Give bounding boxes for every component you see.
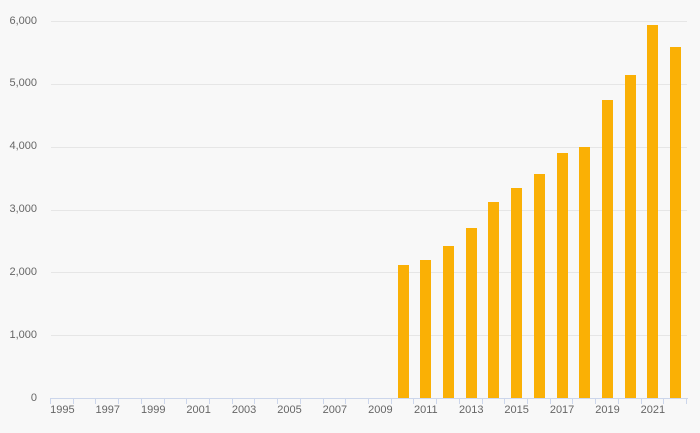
x-axis-tick-label: 1999	[140, 404, 166, 416]
bar-2013[interactable]	[465, 227, 477, 398]
bar-2017[interactable]	[556, 152, 568, 398]
x-axis-tick	[595, 398, 597, 404]
x-axis-tick-label: 2007	[322, 404, 348, 416]
plot-area	[50, 21, 688, 404]
x-axis-tick-label: 2005	[277, 404, 302, 416]
bar-2016[interactable]	[533, 174, 545, 398]
x-axis-tick	[209, 398, 210, 404]
x-axis-tick	[436, 398, 438, 404]
x-axis-tick	[481, 398, 483, 404]
bar-2011[interactable]	[420, 259, 432, 398]
x-axis-tick	[617, 398, 619, 404]
x-axis-tick	[390, 398, 392, 404]
x-axis-labels: 1995 1997 1999 2001 2003 2005 2007 2009 2011 2013…	[50, 404, 687, 418]
x-axis-tick	[663, 398, 665, 404]
x-axis-tick-label: 2003	[231, 404, 257, 416]
x-axis-tick	[50, 398, 51, 404]
x-axis-tick	[95, 398, 97, 404]
bar-2014[interactable]	[488, 201, 500, 398]
x-axis-tick	[345, 398, 347, 404]
x-axis-tick	[254, 398, 256, 404]
x-axis-tick	[163, 398, 165, 404]
x-axis-tick	[118, 398, 120, 404]
x-axis-tick	[572, 398, 574, 404]
x-axis-tick	[186, 398, 188, 404]
y-axis-tick-label: 4,000	[9, 140, 37, 153]
x-axis-tick	[140, 398, 142, 404]
x-axis-tick-label: 2001	[186, 404, 211, 416]
y-axis-tick-label: 2,000	[9, 265, 37, 278]
x-axis-tick	[549, 398, 551, 404]
bar-2020[interactable]	[624, 75, 636, 398]
gridline	[51, 21, 687, 22]
x-axis-tick-label: 1997	[95, 404, 121, 416]
x-axis-tick	[686, 398, 687, 404]
x-axis-tick-label: 2017	[549, 404, 575, 416]
bar-2010[interactable]	[397, 265, 409, 398]
x-axis-tick-label: 2015	[504, 404, 529, 416]
x-axis-tick-label: 2021	[640, 404, 666, 416]
y-axis-tick-label: 3,000	[9, 203, 37, 215]
bar-2018[interactable]	[579, 147, 591, 398]
x-axis-tick	[458, 398, 460, 404]
y-axis-tick-label: 5,000	[9, 77, 37, 90]
x-axis-tick	[640, 398, 642, 404]
gridline	[51, 83, 687, 85]
x-axis-tick-label: 2011	[413, 404, 438, 416]
x-axis-tick	[277, 398, 279, 404]
x-axis-tick	[299, 398, 301, 404]
bar-2012[interactable]	[443, 245, 454, 398]
y-axis-tick-label: 0	[30, 391, 37, 404]
bar-2021[interactable]	[647, 24, 659, 398]
gridline	[51, 272, 687, 274]
x-axis-tick	[413, 398, 415, 404]
gridline	[51, 335, 687, 337]
x-axis-tick	[368, 398, 369, 404]
gridline	[51, 209, 687, 211]
x-axis-tick-label: 2013	[458, 404, 484, 416]
gridline	[51, 146, 687, 148]
x-axis-line	[50, 398, 688, 399]
y-axis-tick-label: 6,000	[9, 14, 37, 27]
x-axis-tick	[527, 398, 528, 404]
bar-2015[interactable]	[511, 187, 523, 398]
x-axis-tick	[72, 398, 74, 404]
x-axis-tick	[231, 398, 233, 404]
x-axis-tick	[504, 398, 506, 404]
bar-2019[interactable]	[602, 99, 613, 398]
x-axis-tick-label: 2009	[368, 404, 393, 416]
bar-2022[interactable]	[670, 46, 682, 398]
x-axis-tick-label: 2019	[595, 404, 620, 416]
y-axis-tick-label: 1,000	[9, 328, 37, 341]
x-axis-tick-label: 1995	[50, 404, 75, 416]
x-axis-tick	[322, 398, 324, 404]
